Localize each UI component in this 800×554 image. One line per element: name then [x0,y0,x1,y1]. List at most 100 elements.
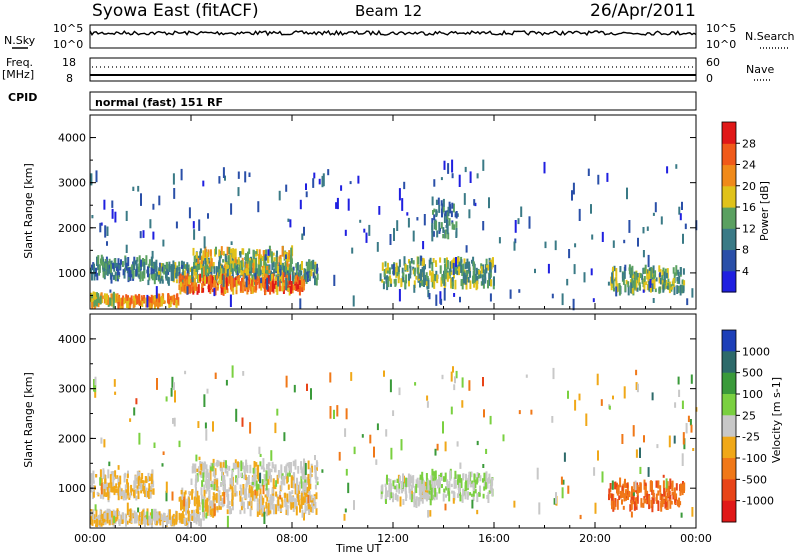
data-cell [183,270,186,276]
data-cell [135,398,138,405]
data-cell [208,267,211,274]
data-cell [441,374,444,380]
data-cell [671,481,674,492]
data-cell [482,221,485,231]
data-cell [623,239,626,244]
data-cell [183,492,186,501]
data-cell [624,264,627,271]
data-cell [115,262,118,267]
data-cell [197,263,200,270]
data-cell [423,214,426,226]
data-cell [259,472,262,484]
data-cell [488,490,491,494]
velocity-y-label: Slant Range [km] [22,372,35,468]
data-cell [121,515,124,524]
noise-sky-trace [89,29,697,37]
data-cell [219,506,222,510]
data-cell [129,270,132,281]
data-cell [398,289,401,302]
data-cell [141,511,144,521]
data-cell [514,220,517,233]
data-cell [115,488,118,493]
data-cell [262,505,264,514]
data-cell [254,489,257,496]
data-cell [638,282,641,290]
data-cell [145,519,147,525]
data-cell [226,269,229,277]
data-cell [453,293,456,297]
data-cell [122,269,125,276]
data-cell [134,481,137,489]
data-cell [231,365,234,378]
data-cell [259,254,262,258]
data-cell [91,515,94,526]
data-cell [281,499,284,508]
data-cell [268,269,271,274]
data-cell [218,249,221,258]
data-cell [686,298,689,306]
data-cell [285,277,288,291]
data-cell [174,298,177,303]
data-cell [257,503,260,510]
data-cell [674,499,677,503]
data-cell [229,277,232,284]
data-cell [679,501,682,506]
data-cell [251,476,254,486]
data-cell [402,473,404,484]
freq-left-label: Freq. [6,56,33,69]
data-cell [172,418,174,424]
data-cell [616,283,619,292]
data-cell [417,265,420,275]
data-cell [639,482,642,493]
data-cell [124,492,127,501]
data-cell [150,267,153,275]
data-cell [225,277,228,285]
data-cell [119,475,122,485]
colorbar-swatch [722,372,736,395]
data-cell [101,295,104,299]
data-cell [128,518,131,523]
data-cell [296,262,299,271]
data-cell [125,262,128,271]
data-cell [596,373,599,386]
data-cell [207,265,209,277]
data-cell [469,492,472,496]
data-cell [450,483,453,488]
data-cell [267,488,270,498]
noise-trace-line [89,29,697,37]
data-cell [181,283,184,292]
data-cell [197,495,200,502]
data-cell [447,232,450,240]
data-cell [206,259,209,265]
data-cell [480,263,483,269]
data-cell [271,274,274,282]
data-cell [209,500,212,507]
data-cell [487,492,490,503]
data-cell [644,482,647,486]
data-cell [483,472,486,482]
data-cell [465,245,468,253]
data-cell [225,266,228,274]
data-cell [530,409,533,415]
data-cell [227,261,229,269]
data-cell [92,291,95,301]
data-cell [276,250,278,255]
data-cell [478,473,481,478]
velocity-data-layer [90,365,698,529]
data-cell [347,482,350,494]
data-cell [106,226,109,236]
data-cell [264,254,267,261]
data-cell [90,473,93,484]
data-cell [574,399,577,411]
data-cell [612,395,614,400]
data-cell [473,283,476,288]
data-cell [562,479,565,485]
data-cell [94,376,97,388]
data-cell [619,490,622,499]
data-cell [139,270,142,282]
data-cell [185,279,188,290]
data-cell [474,273,477,283]
data-cell [488,197,490,209]
data-cell [162,239,165,247]
